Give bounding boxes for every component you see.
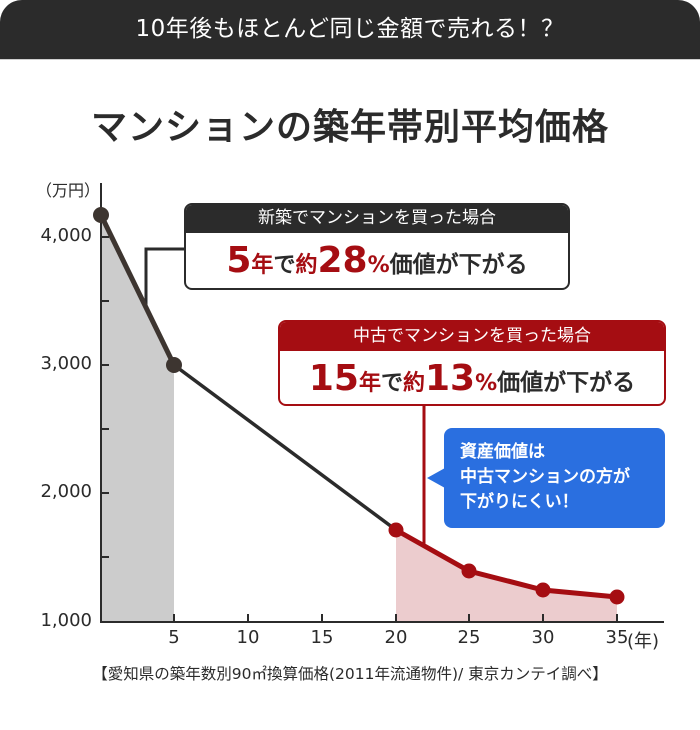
callout-used-condo: 中古でマンションを買った場合 15年で約13%価値が下がる — [278, 320, 666, 406]
x-axis-ticks — [173, 614, 618, 622]
x-tick-label: 30 — [531, 627, 555, 648]
used-segment-line — [394, 527, 618, 600]
x-tick-label: 5 — [168, 627, 180, 648]
callout-new-years: 5 — [226, 240, 252, 281]
source-note: 【愛知県の築年数別90㎡換算価格(2011年流通物件)/ 東京カンテイ調べ】 — [92, 665, 608, 683]
y-tick-label: 1,000 — [40, 610, 92, 631]
callout-new-percent-sign: % — [367, 253, 390, 278]
used-period-fill — [396, 530, 617, 622]
callout-new-tail: 価値が下がる — [389, 252, 528, 278]
y-tick-label: 3,000 — [40, 353, 92, 374]
y-axis-ticks — [101, 236, 109, 558]
callout-new-de: で — [273, 253, 296, 278]
callout-used-percent-sign: % — [475, 371, 498, 396]
callout-used-heading: 中古でマンションを買った場合 — [280, 322, 664, 351]
x-tick-label: 20 — [384, 627, 408, 648]
callout-new-condo: 新築でマンションを買った場合 5年で約28%価値が下がる — [184, 203, 570, 290]
speech-bubble-pointer — [427, 468, 445, 488]
speech-bubble: 資産価値は 中古マンションの方が 下がりにくい！ — [444, 428, 665, 528]
data-point-20 — [388, 522, 404, 538]
x-tick-label: 35 — [605, 627, 629, 648]
x-tick-label: 25 — [457, 627, 481, 648]
callout-used-percent: 13 — [425, 358, 476, 399]
callout-used-de: で — [380, 371, 403, 396]
data-point-30 — [535, 582, 551, 598]
callout-new-body: 5年で約28%価値が下がる — [186, 233, 568, 288]
y-tick-label: 4,000 — [40, 225, 92, 246]
chart-title: マンションの築年帯別平均価格 — [90, 107, 609, 148]
callout-new-heading: 新築でマンションを買った場合 — [186, 205, 568, 233]
callout-new-approx: 約 — [295, 253, 318, 278]
banner: 10年後もほとんど同じ金額で売れる！？ — [0, 0, 700, 60]
y-tick-label: 2,000 — [40, 481, 92, 502]
callout-used-tail: 価値が下がる — [497, 370, 636, 396]
y-axis-unit: （万円） — [36, 181, 101, 200]
callout-used-approx: 約 — [402, 371, 425, 396]
data-point-25 — [461, 563, 477, 579]
x-tick-label: 15 — [310, 627, 334, 648]
speech-bubble-line: 中古マンションの方が — [460, 467, 630, 487]
x-tick-label: 10 — [236, 627, 260, 648]
new-period-fill — [101, 215, 174, 622]
middle-segment-line — [172, 363, 398, 532]
data-point-5 — [166, 357, 182, 373]
data-point-35 — [609, 589, 625, 605]
speech-bubble-line: 下がりにくい！ — [460, 492, 579, 512]
data-point-0 — [93, 207, 109, 223]
x-axis-unit: (年) — [627, 631, 660, 652]
speech-bubble-line: 資産価値は — [460, 442, 545, 462]
callout-new-percent: 28 — [317, 240, 368, 281]
callout-used-years: 15 — [308, 358, 359, 399]
callout-new-connector — [144, 247, 184, 307]
new-segment-line — [98, 213, 177, 367]
callout-used-body: 15年で約13%価値が下がる — [280, 351, 664, 404]
callout-new-year-unit: 年 — [251, 253, 274, 278]
callout-used-year-unit: 年 — [358, 371, 381, 396]
